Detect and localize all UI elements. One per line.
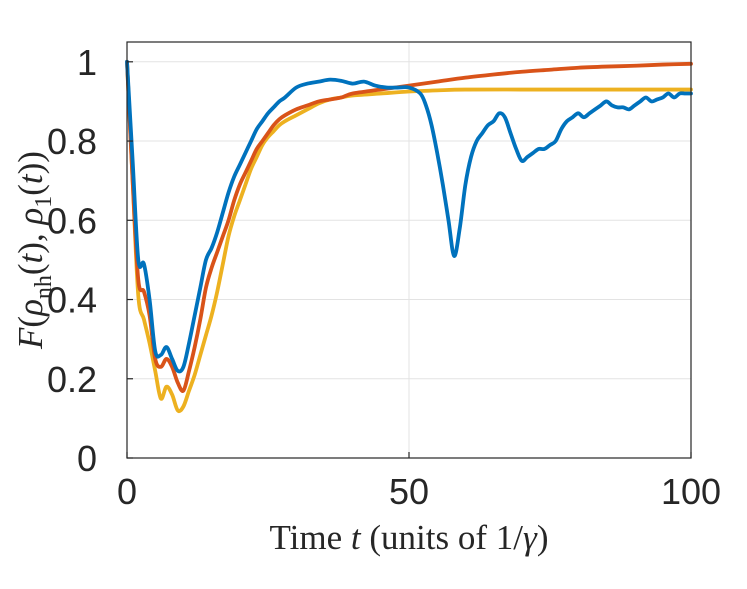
y-tick-label: 0.8 xyxy=(47,121,97,162)
x-tick-label: 50 xyxy=(389,471,429,512)
y-tick-label: 0 xyxy=(77,438,97,479)
y-tick-label: 0.2 xyxy=(47,359,97,400)
y-tick-label: 1 xyxy=(77,42,97,83)
x-axis-label: Time t (units of 1/γ) xyxy=(270,518,549,557)
series-line-0 xyxy=(125,59,693,374)
series-line-2 xyxy=(125,59,693,414)
x-tick-label: 100 xyxy=(661,471,721,512)
series-line-1 xyxy=(125,59,693,393)
axis-ticks: 0 50 100 0 0.2 0.4 0.6 0.8 1 xyxy=(47,42,721,512)
x-tick-label: 0 xyxy=(117,471,137,512)
y-axis-label: F(ρnh(t), ρ1(t)) xyxy=(11,151,57,350)
y-tick-label: 0.4 xyxy=(47,280,97,321)
series-lines xyxy=(125,59,693,414)
y-tick-label: 0.6 xyxy=(47,200,97,241)
